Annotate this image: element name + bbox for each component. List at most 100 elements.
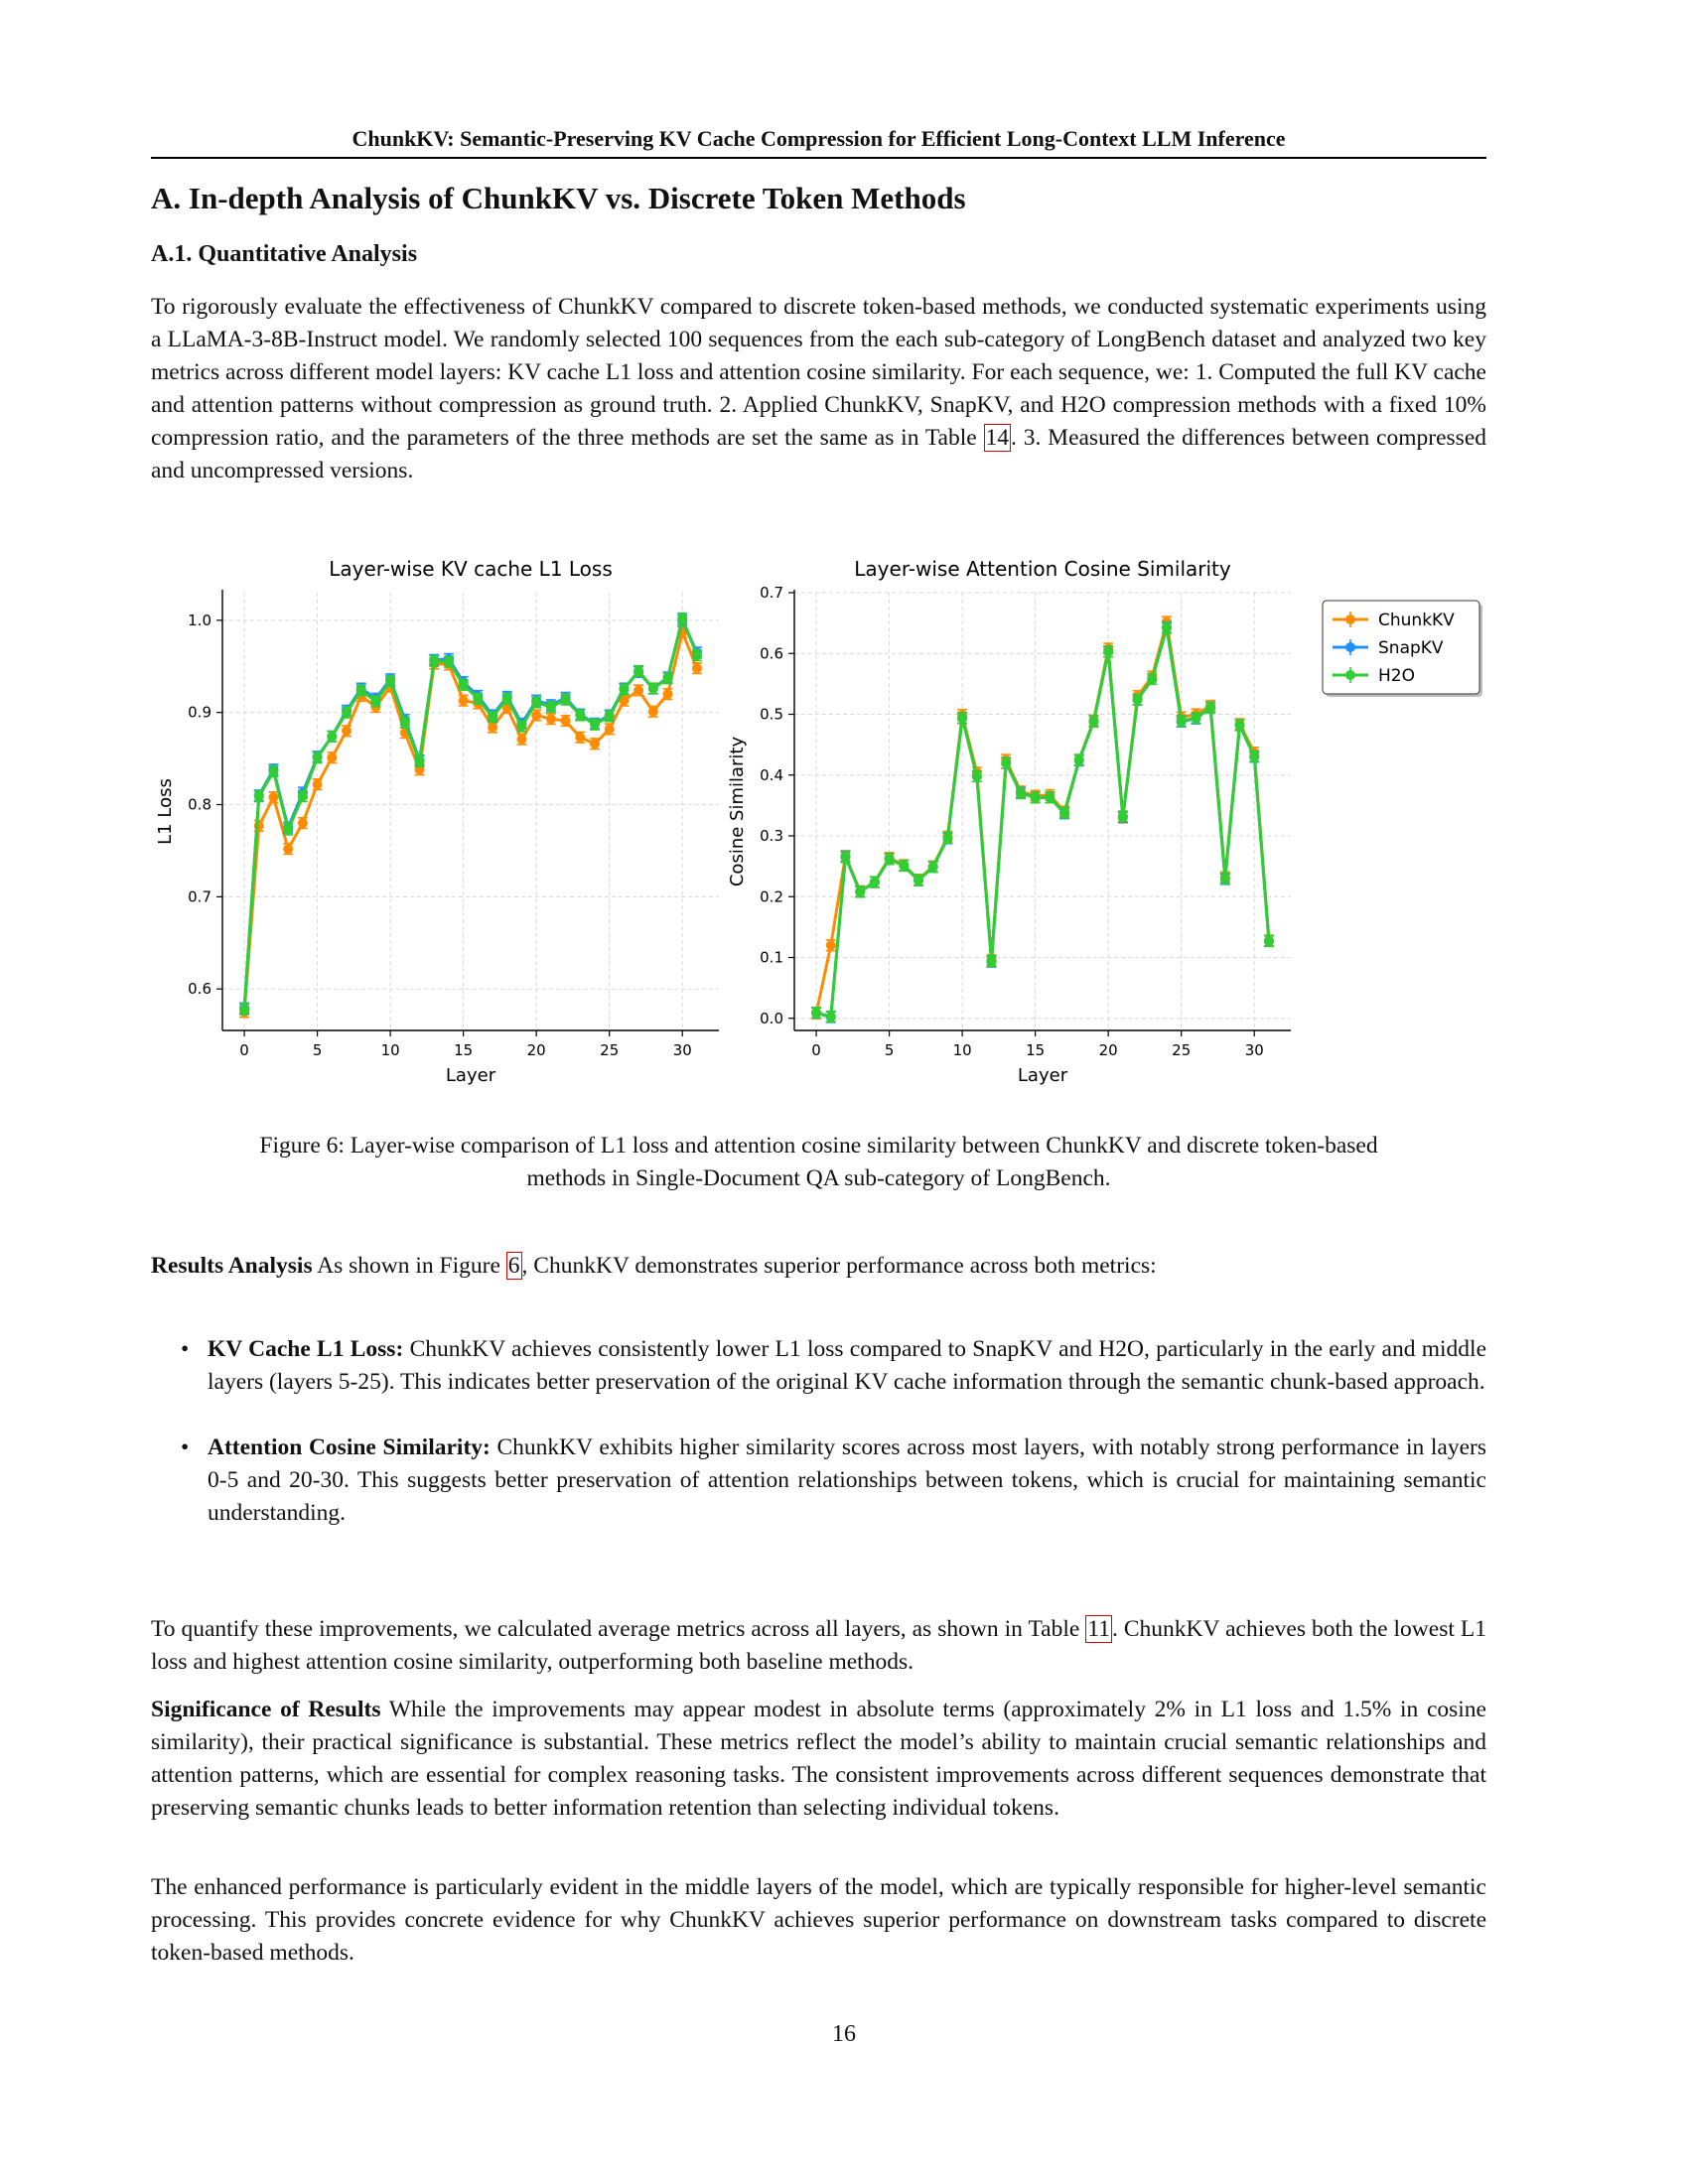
data-point [355,685,366,696]
data-point [429,655,440,666]
x-axis-label: Layer [1018,1065,1068,1086]
data-point [560,694,571,705]
data-point [590,719,600,730]
figure-6-link[interactable]: 6 [505,1252,522,1280]
legend-marker [1345,642,1355,652]
table-14-link[interactable]: 14 [983,424,1012,452]
data-point [1088,716,1099,727]
data-point [1176,716,1187,727]
data-point [677,613,688,623]
data-point [957,713,968,724]
results-bullet-list: • KV Cache L1 Loss: ChunkKV achieves cons… [151,1333,1486,1563]
data-point [1132,694,1143,705]
data-point [516,734,527,745]
legend-box [1322,600,1480,695]
data-point [268,766,279,777]
data-point [662,689,673,700]
data-point [283,824,294,835]
x-tick-label: 10 [953,1041,972,1059]
y-tick-label: 0.6 [760,644,783,662]
data-point [458,679,469,690]
series-snapkv [239,614,702,1015]
significance-text: While the improvements may appear modest… [151,1697,1486,1821]
y-tick-label: 0.9 [188,704,211,722]
data-point [531,710,542,721]
legend-marker [1345,670,1355,680]
data-point [1219,873,1230,884]
x-tick-label: 10 [381,1041,400,1059]
x-axis-label: Layer [446,1065,496,1086]
significance-lead: Significance of Results [151,1697,381,1722]
results-text-1: As shown in Figure [312,1253,506,1279]
data-point [633,685,644,696]
figure-caption-line-2: methods in Single-Document QA sub-catego… [526,1165,1111,1191]
series-line [815,626,1271,1020]
series-line [242,615,699,1009]
series-line [814,621,1271,1015]
data-point [385,676,396,687]
bullet-text: ChunkKV achieves consistently lower L1 l… [208,1336,1487,1395]
data-point [443,656,454,667]
series-line [815,627,1271,1019]
data-point [647,706,658,717]
y-tick-label: 0.1 [760,949,783,967]
data-point [545,702,556,713]
data-point [327,731,338,742]
series-snapkv [811,620,1274,1024]
results-text-2: , ChunkKV demonstrates superior performa… [521,1253,1157,1279]
data-point [327,752,338,763]
header-rule [151,157,1486,159]
chart-title: Layer-wise KV cache L1 Loss [329,557,613,581]
figure-6: 0 5 10 15 20 25 30 0.6 0.7 0.8 0.9 1.0 Layer-wise KV… [151,551,1486,1107]
data-point [1103,646,1114,657]
y-tick-label: 0.8 [188,796,211,814]
y-tick-label: 0.5 [760,706,783,724]
data-point [1263,935,1274,946]
x-tick-label: 20 [1099,1041,1118,1059]
intro-text-2: . 3. Measured the differences between co… [151,425,1486,483]
data-point [604,724,615,735]
data-point [501,693,512,704]
y-tick-label: 0.3 [760,827,783,845]
significance-paragraph: Significance of Results While the improv… [151,1694,1486,1825]
y-tick-label: 0.4 [760,766,783,784]
data-point [619,684,630,695]
quantify-text-2: . ChunkKV achieves both the lowest L1 lo… [151,1616,1486,1675]
data-point [531,697,542,708]
table-11-link[interactable]: 11 [1085,1615,1112,1643]
data-point [473,693,484,704]
series-chunkkv [811,615,1274,1020]
legend-label: H2O [1378,666,1415,686]
section-title: A. In-depth Analysis of ChunkKV vs. Disc… [151,181,966,215]
legend-label: ChunkKV [1378,611,1455,630]
data-point [647,683,658,694]
x-tick-label: 15 [454,1041,473,1059]
data-point [899,861,910,872]
data-point [239,1004,250,1015]
figure-caption: Figure 6: Layer-wise comparison of L1 lo… [151,1130,1486,1195]
legend-marker [1345,614,1355,624]
bullet-marker: • [181,1336,190,1362]
legend-label: SnapKV [1378,638,1444,658]
data-point [414,755,425,766]
x-tick-label: 5 [313,1041,323,1059]
data-point [1205,702,1216,713]
subsection-title: A.1. Quantitative Analysis [151,241,418,267]
data-point [575,732,586,743]
bullet-cosine-similarity: • Attention Cosine Similarity: ChunkKV ex… [151,1432,1486,1530]
data-point [884,854,895,865]
bullet-text: ChunkKV exhibits higher similarity score… [208,1434,1486,1526]
data-point [811,1008,822,1019]
y-axis-label: Cosine Similarity [727,737,748,887]
x-tick-label: 0 [239,1041,249,1059]
data-point [869,877,880,887]
series-chunkkv [239,625,702,1019]
chart-legend: ChunkKV SnapKV H2O [1322,600,1482,697]
data-point [825,940,836,951]
data-point [825,1011,836,1022]
data-point [840,852,851,863]
data-point [253,791,264,802]
y-tick-label: 0.2 [760,887,783,905]
data-point [619,695,630,706]
data-point [458,695,469,706]
